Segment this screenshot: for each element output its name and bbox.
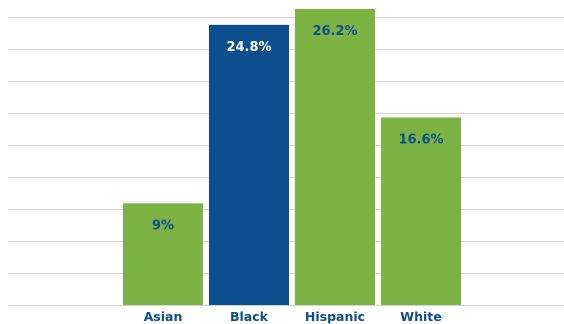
category-label-hispanic: Hispanic [305,309,365,324]
bar-labels-group: 9% 24.8% 26.2% 16.6% [152,24,444,233]
data-label-white: 16.6% [398,132,443,147]
bar-white [381,117,461,306]
data-label-hispanic: 26.2% [312,24,357,39]
category-labels-group: Asian Black Hispanic White [144,309,442,324]
data-label-asian: 9% [152,218,174,233]
category-label-white: White [400,309,441,324]
bar-black [209,24,289,305]
bar-hispanic [295,9,375,305]
bar-asian [123,203,203,305]
data-label-black: 24.8% [226,40,271,55]
bars-group [123,9,461,306]
category-label-asian: Asian [144,309,183,324]
category-label-black: Black [230,309,269,324]
